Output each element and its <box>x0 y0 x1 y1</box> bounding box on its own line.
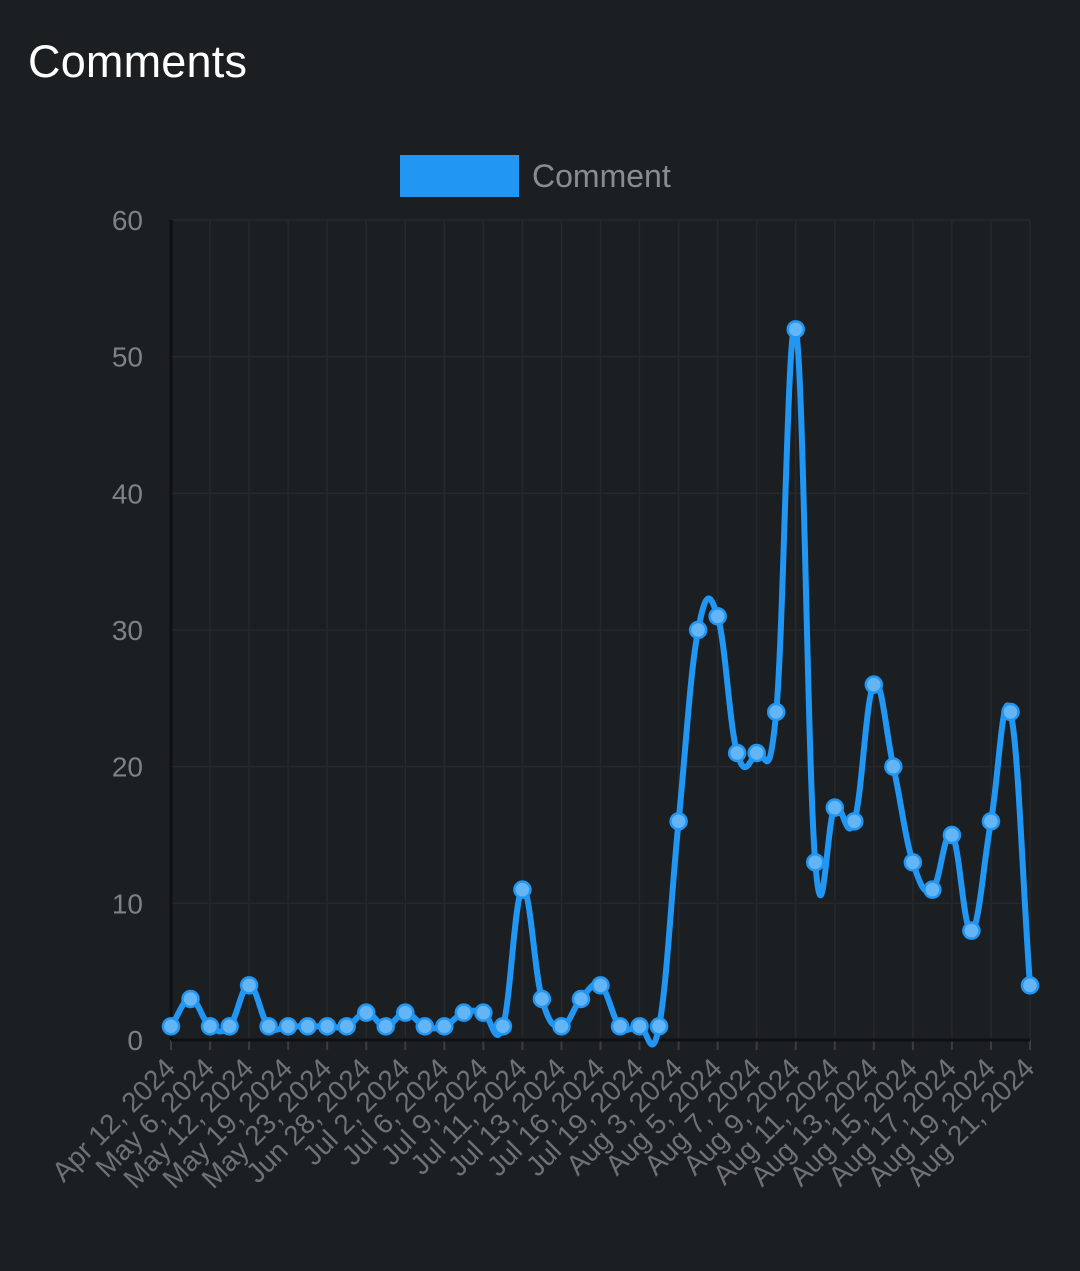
data-point[interactable] <box>337 1017 356 1036</box>
data-point[interactable] <box>669 812 688 831</box>
data-point[interactable] <box>688 620 708 640</box>
data-point[interactable] <box>981 812 1001 831</box>
data-point[interactable] <box>903 853 923 872</box>
data-point[interactable] <box>454 1003 474 1022</box>
data-point[interactable] <box>942 825 962 845</box>
data-point[interactable] <box>298 1017 317 1036</box>
data-point[interactable] <box>220 1017 239 1036</box>
y-axis-ticks: 0 10 20 30 40 50 60 <box>112 205 143 1056</box>
grid-lines <box>170 219 1031 1041</box>
data-point[interactable] <box>376 1017 395 1036</box>
data-point[interactable] <box>786 320 805 339</box>
data-point[interactable] <box>435 1017 454 1036</box>
data-point[interactable] <box>474 1003 493 1022</box>
data-point[interactable] <box>766 702 786 722</box>
data-point[interactable] <box>200 1017 220 1036</box>
y-tick-label: 10 <box>112 888 143 919</box>
data-point[interactable] <box>845 812 864 831</box>
y-tick-label: 20 <box>112 752 143 783</box>
data-point[interactable] <box>396 1003 415 1022</box>
data-point[interactable] <box>591 976 610 995</box>
data-point[interactable] <box>493 1017 513 1036</box>
data-point[interactable] <box>864 675 884 694</box>
data-point[interactable] <box>259 1017 278 1036</box>
data-point[interactable] <box>317 1017 337 1036</box>
y-tick-label: 60 <box>112 205 143 236</box>
data-point[interactable] <box>513 880 532 899</box>
data-point[interactable] <box>415 1017 435 1036</box>
data-point[interactable] <box>356 1003 376 1022</box>
data-point[interactable] <box>181 989 200 1009</box>
data-point[interactable] <box>278 1017 298 1036</box>
data-point[interactable] <box>239 976 259 995</box>
y-tick-label: 40 <box>112 478 143 509</box>
data-point[interactable] <box>161 1017 181 1036</box>
axes <box>169 220 1031 1050</box>
data-point[interactable] <box>571 989 591 1009</box>
data-point[interactable] <box>649 1017 669 1036</box>
y-tick-label: 30 <box>112 615 143 646</box>
legend-swatch <box>400 155 519 197</box>
y-tick-label: 0 <box>127 1025 143 1056</box>
legend[interactable]: Comment <box>400 155 671 197</box>
data-point[interactable] <box>552 1017 571 1036</box>
data-point[interactable] <box>806 853 825 872</box>
data-point[interactable] <box>1001 702 1020 722</box>
data-point[interactable] <box>747 743 766 763</box>
chart-title: Comments <box>28 36 248 87</box>
y-tick-label: 50 <box>112 342 143 373</box>
data-point[interactable] <box>825 798 845 817</box>
data-point[interactable] <box>630 1017 649 1036</box>
data-point[interactable] <box>923 880 942 899</box>
data-point[interactable] <box>1020 976 1040 995</box>
data-point[interactable] <box>532 989 552 1009</box>
data-point[interactable] <box>727 743 747 763</box>
data-point[interactable] <box>708 607 727 626</box>
data-point[interactable] <box>962 921 981 940</box>
legend-label: Comment <box>532 157 671 194</box>
data-points <box>161 320 1040 1036</box>
data-point[interactable] <box>610 1017 630 1036</box>
data-point[interactable] <box>884 757 903 776</box>
